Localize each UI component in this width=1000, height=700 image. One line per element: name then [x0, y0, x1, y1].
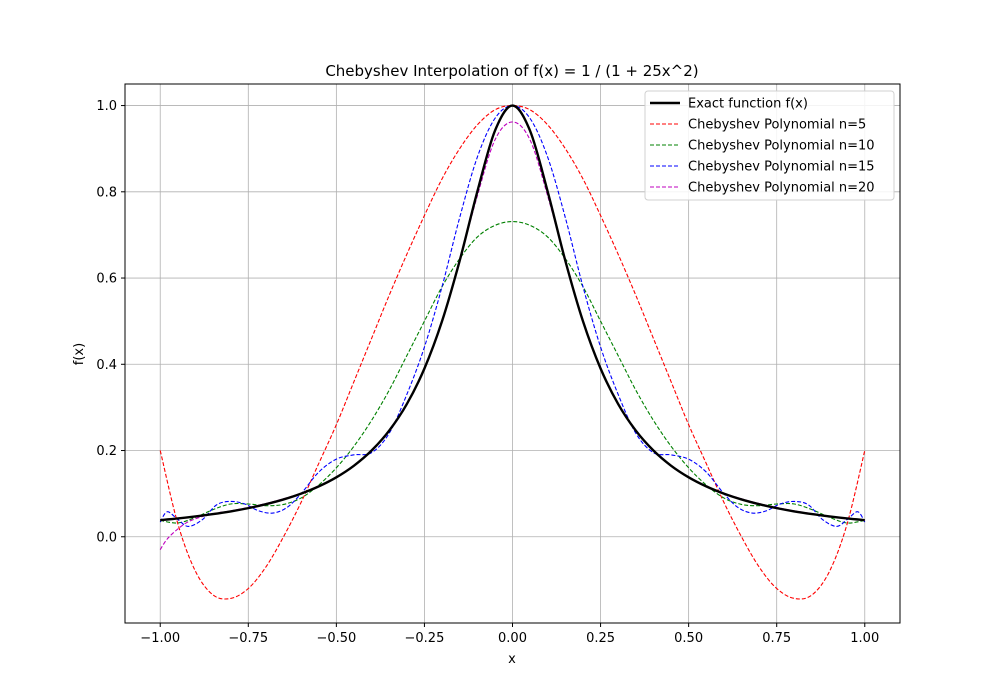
x-tick-label: 1.00	[850, 631, 879, 646]
legend-label: Chebyshev Polynomial n=20	[688, 181, 875, 196]
y-tick-label: 0.8	[96, 185, 117, 200]
x-tick-label: 0.25	[586, 631, 615, 646]
series-line-0	[160, 104, 865, 522]
x-tick-label: −0.25	[405, 631, 445, 646]
x-tick-label: 0.75	[762, 631, 791, 646]
y-tick-label: 0.6	[96, 272, 117, 287]
chart-title: Chebyshev Interpolation of f(x) = 1 / (1…	[325, 62, 698, 80]
series-line-1	[159, 105, 866, 600]
legend-label: Chebyshev Polynomial n=5	[688, 118, 866, 133]
legend-box	[644, 90, 895, 201]
x-tick-label: −1.00	[140, 631, 180, 646]
y-tick-label: 0.0	[96, 530, 117, 545]
x-tick-label: 0.00	[498, 631, 527, 646]
series-group	[159, 104, 866, 600]
y-tick-label: 1.0	[96, 99, 117, 114]
y-axis-label: f(x)	[72, 343, 87, 365]
legend: Exact function f(x) Chebyshev Polynomial …	[644, 90, 895, 201]
series-line-2	[160, 220, 865, 524]
x-axis-label: x	[508, 652, 516, 667]
legend-label: Exact function f(x)	[688, 97, 808, 112]
y-tick-label: 0.2	[96, 444, 117, 459]
legend-label: Chebyshev Polynomial n=15	[688, 160, 875, 175]
x-tick-label: −0.75	[228, 631, 268, 646]
x-tick-label: 0.50	[674, 631, 703, 646]
x-tick-label: −0.50	[316, 631, 356, 646]
ticks: −1.00 −0.75 −0.50 −0.25 0.00 0.25 0.50 0.75 1.00…	[96, 99, 879, 646]
y-tick-label: 0.4	[96, 358, 117, 373]
legend-label: Chebyshev Polynomial n=10	[688, 139, 875, 154]
